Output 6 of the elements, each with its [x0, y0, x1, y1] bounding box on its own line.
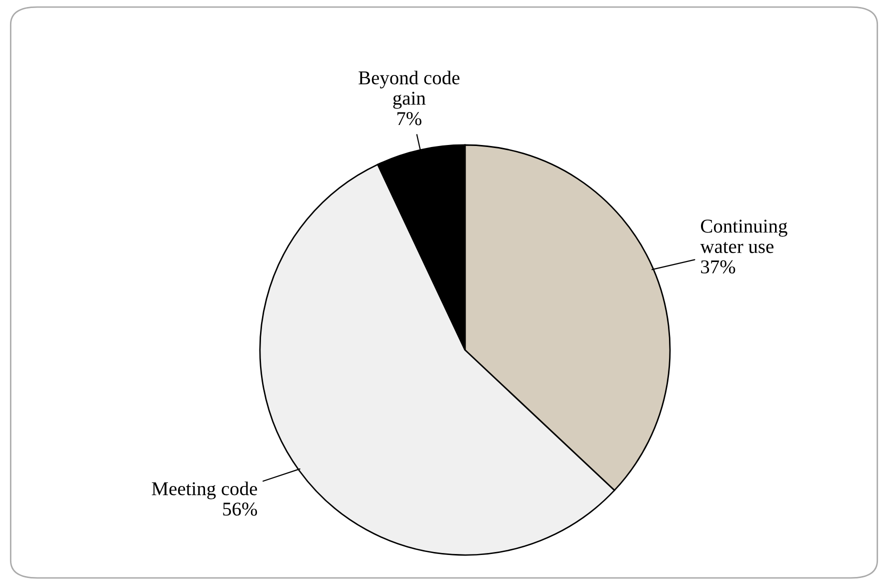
slice-label: Beyond code gain — [358, 70, 460, 109]
slice-label: Meeting code — [152, 482, 258, 500]
slice-label: Continuing water use — [700, 220, 788, 254]
data-label: 37% — [701, 260, 736, 274]
data-label: 7% — [397, 112, 422, 126]
data-label: 56% — [223, 502, 258, 516]
